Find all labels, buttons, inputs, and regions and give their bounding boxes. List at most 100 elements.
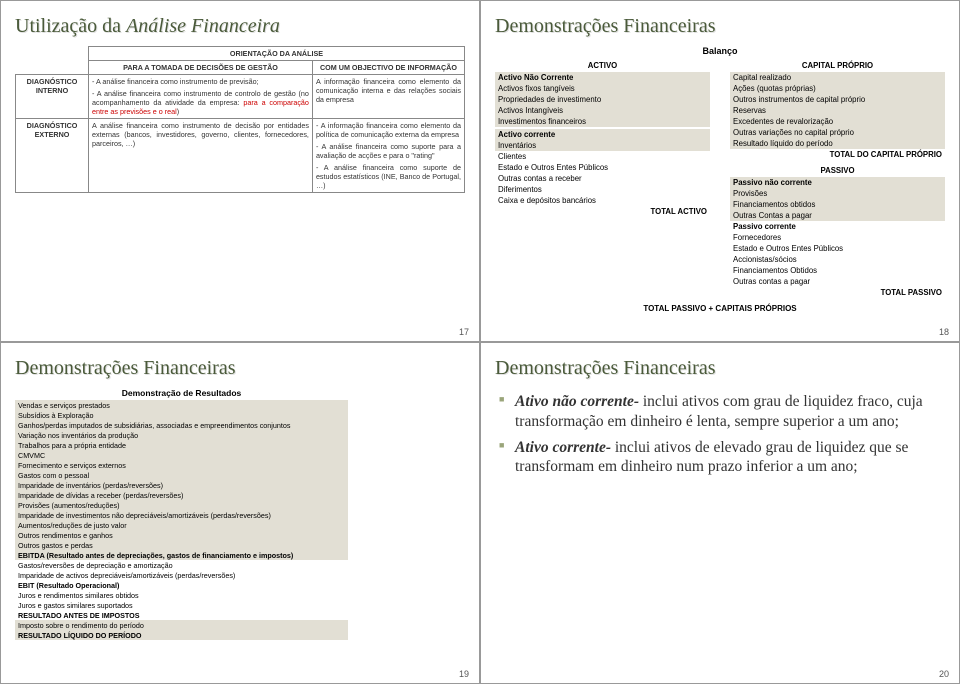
h1: PARA A TOMADA DE DECISÕES DE GESTÃO: [89, 61, 313, 75]
slide-17: Utilização da Análise Financeira ORIENTA…: [0, 0, 480, 342]
b1-lead: Ativo não corrente-: [515, 393, 639, 410]
capital-passivo-column: CAPITAL PRÓPRIO Capital realizadoAções (…: [730, 59, 945, 298]
balanco-columns: ACTIVO Activo Não CorrenteActivos fixos …: [495, 59, 945, 298]
row2-col1: A análise financeira como instrumento de…: [89, 119, 313, 193]
balanco-title: Balanço: [495, 46, 945, 56]
list-item: Capital realizado: [730, 72, 945, 83]
list-item: Reservas: [730, 105, 945, 116]
activo-column: ACTIVO Activo Não CorrenteActivos fixos …: [495, 59, 710, 298]
slide-title: Demonstrações Financeiras: [495, 15, 945, 38]
row1-label: DIAGNÓSTICO INTERNO: [16, 75, 89, 119]
page-number: 20: [939, 669, 949, 679]
row2-label: DIAGNÓSTICO EXTERNO: [16, 119, 89, 193]
h2: COM UM OBJECTIVO DE INFORMAÇÃO: [312, 61, 464, 75]
dem-row: Juros e gastos similares suportados: [15, 600, 348, 610]
list-item: Outras Contas a pagar: [730, 210, 945, 221]
slide-18: Demonstrações Financeiras Balanço ACTIVO…: [480, 0, 960, 342]
list-item: Activos fixos tangíveis: [495, 83, 710, 94]
list-item: Accionistas/sócios: [730, 254, 945, 265]
dem-row: Imposto sobre o rendimento do período: [15, 620, 348, 630]
dem-row: Imparidade de dívidas a receber (perdas/…: [15, 490, 348, 500]
list-item: Fornecedores: [730, 232, 945, 243]
capital-head: CAPITAL PRÓPRIO: [730, 59, 945, 72]
list-item: Financiamentos Obtidos: [730, 265, 945, 276]
list-item: Provisões: [730, 188, 945, 199]
list-item: Activo Não Corrente: [495, 72, 710, 83]
list-item: Propriedades de investimento: [495, 94, 710, 105]
list-item: TOTAL PASSIVO: [730, 287, 945, 298]
list-item: Outras contas a receber: [495, 173, 710, 184]
activo-list: Activo Não CorrenteActivos fixos tangíve…: [495, 72, 710, 217]
dem-row: Ganhos/perdas imputados de subsidiárias,…: [15, 420, 348, 430]
list-item: Outras variações no capital próprio: [730, 127, 945, 138]
dem-row: Subsídios à Exploração: [15, 410, 348, 420]
bullet-2: Ativo corrente- inclui ativos de elevado…: [499, 438, 941, 478]
dem-row: Provisões (aumentos/reduções): [15, 500, 348, 510]
bullet-list: Ativo não corrente- inclui ativos com gr…: [499, 392, 941, 477]
dem-row: Gastos com o pessoal: [15, 470, 348, 480]
r2c2b: - A análise financeira como suporte para…: [316, 142, 461, 160]
dem-row: EBITDA (Resultado antes de depreciações,…: [15, 550, 348, 560]
slide-title: Utilização da Análise Financeira: [15, 15, 465, 38]
list-item: Activos Intangíveis: [495, 105, 710, 116]
row2-col2: - A informação financeira como elemento …: [312, 119, 464, 193]
list-item: Clientes: [495, 151, 710, 162]
page-number: 17: [459, 327, 469, 337]
slide-title: Demonstrações Financeiras: [495, 357, 945, 380]
list-item: Caixa e depósitos bancários: [495, 195, 710, 206]
dem-row: Vendas e serviços prestados: [15, 400, 348, 410]
list-item: Excedentes de revalorização: [730, 116, 945, 127]
slide-20: Demonstrações Financeiras Ativo não corr…: [480, 342, 960, 684]
r2c2a: - A informação financeira como elemento …: [316, 121, 461, 139]
list-item: Inventários: [495, 140, 710, 151]
activo-head: ACTIVO: [495, 59, 710, 72]
title-italic: Análise Financeira: [126, 15, 280, 37]
row1-col2: A informação financeira como elemento da…: [312, 75, 464, 119]
page-number: 18: [939, 327, 949, 337]
list-item: Estado e Outros Entes Públicos: [495, 162, 710, 173]
list-item: TOTAL ACTIVO: [495, 206, 710, 217]
dem-row: RESULTADO ANTES DE IMPOSTOS: [15, 610, 348, 620]
list-item: TOTAL DO CAPITAL PRÓPRIO: [730, 149, 945, 160]
b2-lead: Ativo corrente-: [515, 439, 611, 456]
title-plain: Utilização da: [15, 15, 126, 37]
bullet-1: Ativo não corrente- inclui ativos com gr…: [499, 392, 941, 432]
slide-19: Demonstrações Financeiras Demonstração d…: [0, 342, 480, 684]
list-item: Passivo não corrente: [730, 177, 945, 188]
dem-rows: Vendas e serviços prestadosSubsídios à E…: [15, 400, 348, 640]
row1-col1: - A análise financeira como instrumento …: [89, 75, 313, 119]
balanco-footer: TOTAL PASSIVO + CAPITAIS PRÓPRIOS: [495, 304, 945, 313]
list-item: Resultado líquido do período: [730, 138, 945, 149]
dem-row: Outros gastos e perdas: [15, 540, 348, 550]
dem-row: Aumentos/reduções de justo valor: [15, 520, 348, 530]
list-item: Estado e Outros Entes Públicos: [730, 243, 945, 254]
passivo-list: Passivo não correnteProvisõesFinanciamen…: [730, 177, 945, 298]
dem-row: EBIT (Resultado Operacional): [15, 580, 348, 590]
list-item: Outras contas a pagar: [730, 276, 945, 287]
dem-row: Juros e rendimentos similares obtidos: [15, 590, 348, 600]
dem-row: Variação nos inventários da produção: [15, 430, 348, 440]
col-header: ORIENTAÇÃO DA ANÁLISE: [89, 47, 465, 61]
list-item: Outros instrumentos de capital próprio: [730, 94, 945, 105]
dem-row: Fornecimento e serviços externos: [15, 460, 348, 470]
dem-row: RESULTADO LÍQUIDO DO PERÍODO: [15, 630, 348, 640]
page-number: 19: [459, 669, 469, 679]
analysis-table: ORIENTAÇÃO DA ANÁLISE PARA A TOMADA DE D…: [15, 46, 465, 193]
list-item: Passivo corrente: [730, 221, 945, 232]
dem-row: Imparidade de activos depreciáveis/amort…: [15, 570, 348, 580]
dem-row: Outros rendimentos e ganhos: [15, 530, 348, 540]
list-item: Activo corrente: [495, 129, 710, 140]
list-item: Investimentos financeiros: [495, 116, 710, 127]
capital-list: Capital realizadoAções (quotas próprias)…: [730, 72, 945, 160]
dem-row: Imparidade de investimentos não depreciá…: [15, 510, 348, 520]
dem-resultados: Demonstração de Resultados Vendas e serv…: [15, 388, 348, 640]
dem-title: Demonstração de Resultados: [15, 388, 348, 398]
list-item: Financiamentos obtidos: [730, 199, 945, 210]
dem-row: Trabalhos para a própria entidade: [15, 440, 348, 450]
dem-row: CMVMC: [15, 450, 348, 460]
r2c2c: - A análise financeira como suporte de e…: [316, 163, 461, 190]
passivo-head: PASSIVO: [730, 164, 945, 177]
list-item: Diferimentos: [495, 184, 710, 195]
r1c1a: - A análise financeira como instrumento …: [92, 77, 309, 86]
dem-row: Imparidade de inventários (perdas/revers…: [15, 480, 348, 490]
